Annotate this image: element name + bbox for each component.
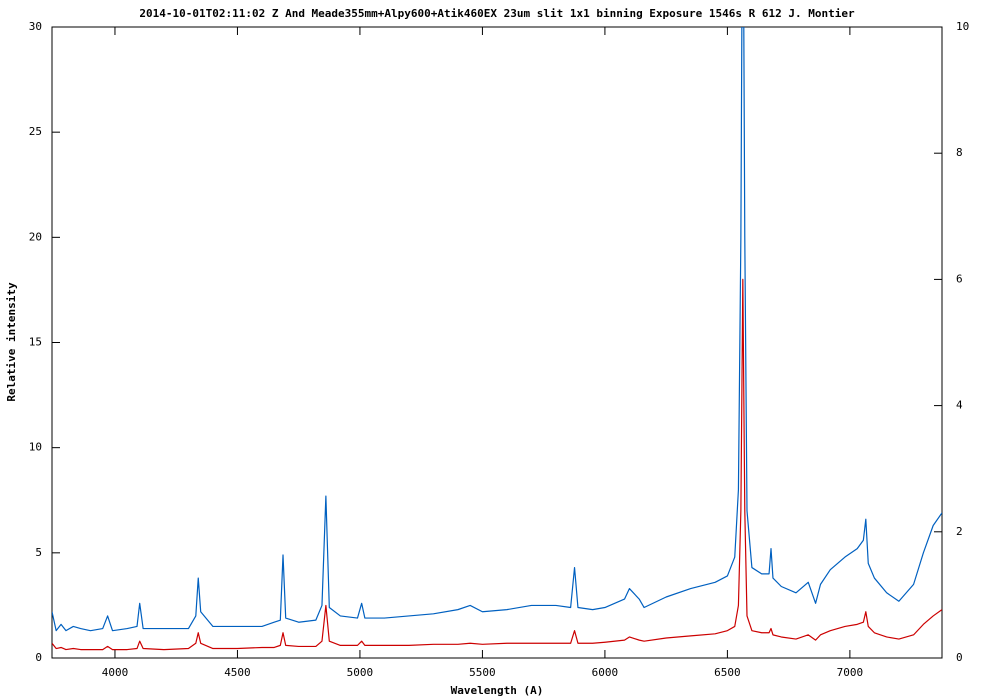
x-tick-label: 6500 (714, 666, 741, 679)
y2-tick-label: 0 (956, 651, 963, 664)
y-tick-label: 10 (29, 441, 42, 454)
y-tick-label: 25 (29, 125, 42, 138)
series-line (52, 27, 942, 632)
y2-tick-label: 8 (956, 146, 963, 159)
series-line (52, 278, 942, 651)
x-tick-label: 4500 (224, 666, 251, 679)
y-tick-label: 30 (29, 20, 42, 33)
y-tick-label: 20 (29, 230, 42, 243)
x-axis-label: Wavelength (A) (451, 684, 544, 697)
plot-frame (51, 26, 943, 659)
x-tick-label: 4000 (102, 666, 129, 679)
plot-area (52, 27, 942, 651)
x-tick-label: 5500 (469, 666, 496, 679)
y2-tick-label: 4 (956, 399, 963, 412)
y-axis-label: Relative intensity (5, 282, 18, 402)
y-tick-label: 0 (35, 651, 42, 664)
x-tick-label: 7000 (837, 666, 864, 679)
y-tick-label: 5 (35, 546, 42, 559)
y2-tick-label: 2 (956, 525, 963, 538)
x-tick-label: 6000 (592, 666, 619, 679)
y-tick-label: 15 (29, 336, 42, 349)
y2-tick-label: 6 (956, 272, 963, 285)
chart-title: 2014-10-01T02:11:02 Z And Meade355mm+Alp… (139, 7, 855, 20)
y2-tick-label: 10 (956, 20, 969, 33)
x-tick-label: 5000 (347, 666, 374, 679)
